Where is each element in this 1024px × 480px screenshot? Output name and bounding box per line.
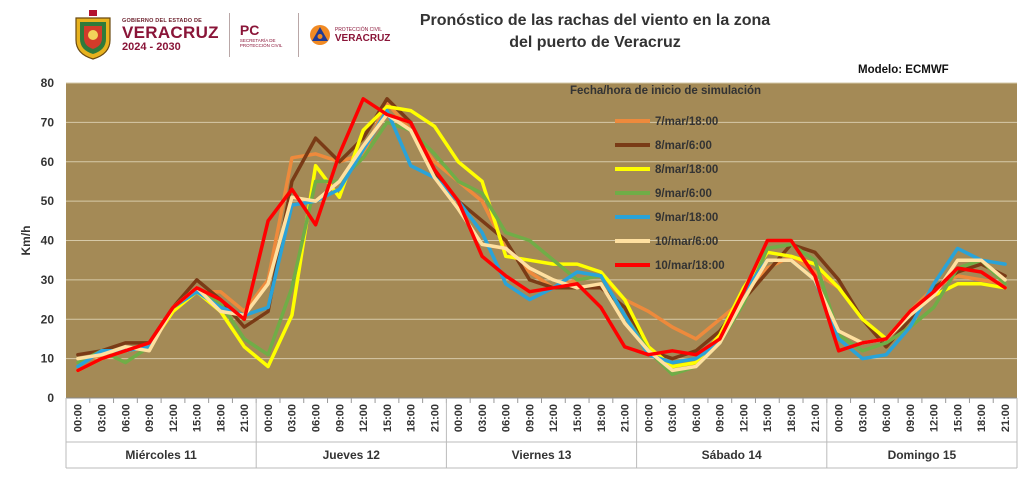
x-tick-label: 06:00 (501, 404, 513, 432)
page-title: Pronóstico de las rachas del viento en l… (380, 10, 810, 54)
gov-state-name: VERACRUZ (122, 22, 219, 42)
pcv-caption: PROTECCIÓN CIVIL (334, 26, 383, 33)
title-line-2: del puerto de Veracruz (509, 34, 681, 51)
x-tick-label: 00:00 (834, 404, 846, 432)
y-tick-label: 80 (41, 76, 55, 90)
gov-caption: GOBIERNO DEL ESTADO DE (122, 17, 202, 24)
day-label: Domingo 15 (888, 448, 957, 462)
x-tick-label: 03:00 (857, 404, 869, 432)
logo-divider (297, 13, 299, 57)
legend-title: Fecha/hora de inicio de simulación (570, 85, 761, 97)
x-tick-label: 18:00 (786, 404, 798, 432)
x-tick-label: 00:00 (263, 404, 275, 432)
x-tick-label: 06:00 (881, 404, 893, 432)
pcv-name: VERACRUZ (334, 32, 391, 44)
y-tick-label: 50 (41, 194, 55, 208)
pc-short: PC (239, 21, 260, 38)
gov-years: 2024 - 2030 (122, 40, 181, 53)
day-label: Viernes 13 (512, 448, 572, 462)
pc-brand: PC SECRETARÍA DE PROTECCIÓN CIVIL (239, 21, 288, 48)
day-label: Miércoles 11 (125, 448, 197, 462)
day-label: Jueves 12 (323, 448, 381, 462)
x-tick-label: 15:00 (952, 404, 964, 432)
legend-label: 8/mar/6:00 (655, 140, 712, 152)
series-line (76, 104, 1007, 373)
legend-label: 9/mar/6:00 (655, 188, 712, 200)
legend-label: 10/mar/18:00 (655, 260, 725, 272)
x-tick-label: 18:00 (215, 404, 227, 432)
y-tick-label: 40 (41, 234, 55, 248)
x-tick-label: 00:00 (643, 404, 655, 432)
day-label: Sábado 14 (702, 448, 762, 462)
veracruz-coat-of-arms-icon (75, 10, 111, 60)
x-tick-label: 21:00 (239, 404, 251, 432)
y-tick-label: 10 (41, 352, 55, 366)
series-line (76, 112, 1007, 373)
x-tick-label: 21:00 (1000, 404, 1012, 432)
x-tick-label: 12:00 (548, 404, 560, 432)
x-tick-label: 12:00 (358, 404, 370, 432)
pc-subtitle: SECRETARÍA DE PROTECCIÓN CIVIL (239, 37, 283, 48)
x-tick-label: 03:00 (287, 404, 299, 432)
y-tick-label: 70 (41, 115, 55, 129)
x-tick-label: 09:00 (334, 404, 346, 432)
pc-veracruz-brand: PROTECCIÓN CIVIL VERACRUZ (309, 24, 391, 46)
x-tick-label: 09:00 (524, 404, 536, 432)
y-tick-label: 0 (47, 391, 54, 405)
x-tick-label: 21:00 (429, 404, 441, 432)
x-tick-label: 12:00 (168, 404, 180, 432)
legend-label: 7/mar/18:00 (655, 116, 718, 128)
header: GOBIERNO DEL ESTADO DE VERACRUZ 2024 - 2… (0, 0, 1024, 80)
x-tick-label: 18:00 (976, 404, 988, 432)
x-tick-label: 03:00 (97, 404, 109, 432)
x-tick-label: 12:00 (738, 404, 750, 432)
x-tick-label: 09:00 (144, 404, 156, 432)
title-line-1: Pronóstico de las rachas del viento en l… (419, 12, 771, 29)
x-tick-label: 06:00 (310, 404, 322, 432)
legend-label: 10/mar/6:00 (655, 236, 718, 248)
x-tick-label: 15:00 (382, 404, 394, 432)
series-line (76, 97, 1007, 373)
x-tick-label: 15:00 (192, 404, 204, 432)
y-axis-label: Km/h (19, 226, 33, 256)
x-tick-label: 09:00 (905, 404, 917, 432)
y-tick-label: 20 (41, 312, 55, 326)
x-tick-label: 00:00 (73, 404, 85, 432)
x-tick-label: 06:00 (691, 404, 703, 432)
logos: GOBIERNO DEL ESTADO DE VERACRUZ 2024 - 2… (72, 8, 390, 62)
legend-label: 9/mar/18:00 (655, 212, 718, 224)
civil-protection-icon (309, 25, 330, 45)
x-tick-label: 03:00 (477, 404, 489, 432)
government-brand: GOBIERNO DEL ESTADO DE VERACRUZ 2024 - 2… (122, 18, 219, 53)
x-tick-label: 21:00 (810, 404, 822, 432)
series-line (76, 120, 1007, 377)
y-tick-label: 60 (41, 155, 55, 169)
model-label: Modelo: ECMWF (858, 64, 949, 76)
x-tick-label: 00:00 (453, 404, 465, 432)
x-tick-label: 15:00 (572, 404, 584, 432)
x-tick-label: 12:00 (929, 404, 941, 432)
x-tick-label: 18:00 (596, 404, 608, 432)
logo-divider (228, 13, 230, 57)
x-tick-label: 21:00 (620, 404, 632, 432)
x-tick-label: 09:00 (715, 404, 727, 432)
y-tick-label: 30 (41, 273, 55, 287)
x-tick-label: 06:00 (120, 404, 132, 432)
x-tick-label: 03:00 (667, 404, 679, 432)
x-tick-label: 15:00 (762, 404, 774, 432)
x-tick-label: 18:00 (406, 404, 418, 432)
legend-label: 8/mar/18:00 (655, 164, 718, 176)
